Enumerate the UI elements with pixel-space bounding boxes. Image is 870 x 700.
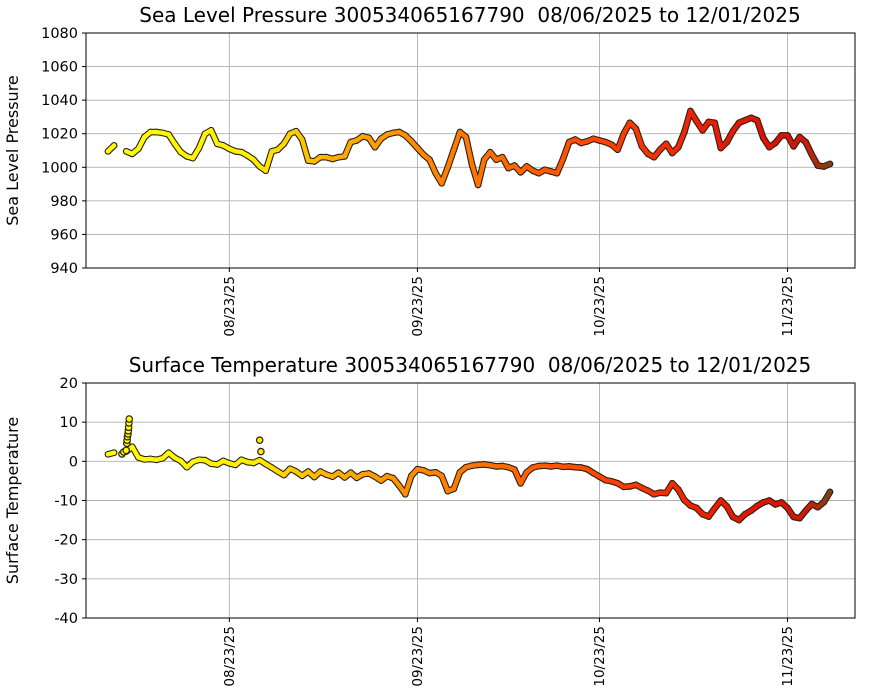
y-tick-label: 1040 [41, 93, 78, 109]
temperature-chart-title: Surface Temperature 300534065167790 08/0… [129, 353, 812, 377]
outlier-points [118, 415, 265, 458]
y-tick-label: 1000 [41, 160, 78, 176]
y-axis-ticks: 20 10 0 -10 -20 -30 -40 [54, 376, 86, 627]
pressure-series [104, 107, 834, 189]
pressure-y-axis-label: Sea Level Pressure [3, 75, 22, 226]
x-axis-ticks: 08/23/25 09/23/25 10/23/25 11/23/25 [222, 268, 796, 337]
x-tick-label: 10/23/25 [592, 626, 608, 687]
temperature-chart: Surface Temperature 300534065167790 08/0… [3, 353, 856, 687]
x-tick-label: 11/23/25 [780, 626, 796, 687]
x-axis-ticks: 08/23/25 09/23/25 10/23/25 11/23/25 [222, 618, 796, 687]
x-tick-label: 09/23/25 [410, 626, 426, 687]
y-tick-label: -40 [54, 611, 78, 627]
y-tick-label: 980 [50, 194, 78, 210]
pressure-plot-area: 1080 1060 1040 1020 1000 980 960 940 08/23/25 09/… [41, 26, 856, 337]
x-tick-label: 10/23/25 [592, 276, 608, 337]
y-tick-label: 1080 [41, 26, 78, 42]
y-tick-label: 20 [60, 376, 78, 392]
y-tick-label: 1060 [41, 60, 78, 76]
y-tick-label: 960 [50, 227, 78, 243]
y-tick-label: 940 [50, 261, 78, 277]
temperature-y-axis-label: Surface Temperature [3, 417, 22, 584]
y-tick-label: 1020 [41, 127, 78, 143]
y-tick-label: 0 [69, 454, 78, 470]
x-tick-label: 09/23/25 [410, 276, 426, 337]
temperature-plot-area: 20 10 0 -10 -20 -30 -40 08/23/25 09/23/25 10/23/2… [54, 376, 856, 687]
y-axis-ticks: 1080 1060 1040 1020 1000 980 960 940 [41, 26, 86, 277]
y-tick-label: -10 [54, 494, 78, 510]
pressure-chart-title: Sea Level Pressure 300534065167790 08/06… [139, 3, 800, 27]
x-tick-label: 11/23/25 [780, 276, 796, 337]
y-tick-label: -30 [54, 572, 78, 588]
pressure-chart: Sea Level Pressure 300534065167790 08/06… [3, 3, 856, 337]
y-tick-label: 10 [60, 415, 78, 431]
temperature-series [104, 443, 834, 524]
x-tick-label: 08/23/25 [222, 276, 238, 337]
y-tick-label: -20 [54, 533, 78, 549]
grid [86, 382, 855, 619]
plot-border [85, 32, 856, 269]
x-tick-label: 08/23/25 [222, 626, 238, 687]
